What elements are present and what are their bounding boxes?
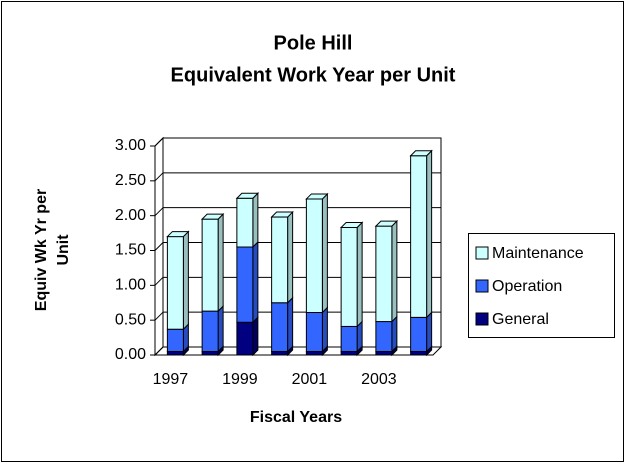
bar-segment [201, 218, 219, 312]
legend-swatch [475, 279, 489, 293]
bar-segment [166, 328, 184, 353]
floor [153, 346, 443, 356]
legend-swatch [475, 312, 489, 326]
bar-segment [375, 225, 393, 323]
y-tick-label: 2.50 [115, 172, 146, 189]
bar-segment [166, 351, 184, 356]
bar-side [252, 316, 259, 357]
chart-subtitle: Equivalent Work Year per Unit [171, 64, 456, 86]
chart-title: Pole Hill [274, 32, 353, 54]
bar-side [356, 221, 363, 328]
legend [468, 233, 615, 338]
bar-top [339, 222, 364, 229]
y-axis-title: Equiv Wk Yr per Unit [33, 189, 72, 311]
bar-segment [305, 351, 323, 356]
bar-segment [375, 351, 393, 356]
bar-side [391, 315, 398, 353]
bar-side [391, 219, 398, 323]
y-axis-title-line: Equiv Wk Yr per [33, 189, 50, 311]
bar-segment [410, 155, 428, 318]
x-tick-label: 1997 [153, 371, 189, 388]
bar-side [252, 240, 259, 324]
bar-side [217, 212, 224, 313]
bar-top [270, 211, 294, 218]
y-tick-label: 0.00 [115, 346, 146, 363]
y-tick-label: 3.00 [115, 137, 146, 154]
y-tick-label: 1.00 [115, 277, 146, 294]
bar-segment [271, 302, 289, 353]
grid-line [154, 346, 164, 356]
bar-top [409, 150, 433, 157]
bar-segment [340, 227, 358, 327]
legend-label: Maintenance [492, 245, 584, 262]
bar-side [287, 210, 294, 304]
bar-top [166, 231, 190, 238]
grid-line [154, 172, 164, 182]
y-tick-label: 0.50 [115, 311, 146, 328]
y-axis-title-line: Unit [55, 234, 72, 266]
x-tick-label: 2001 [292, 371, 328, 388]
grid-line [154, 276, 164, 286]
bar-segment [271, 216, 289, 304]
y-tick-label: 1.50 [115, 242, 146, 259]
bar-side [217, 304, 224, 353]
x-axis-title: Fiscal Years [250, 409, 342, 426]
bar-top [305, 193, 329, 200]
bar-side [287, 296, 294, 353]
bar-side [426, 311, 433, 353]
bar-segment [340, 351, 358, 356]
bar-segment [236, 197, 254, 248]
bar-segment [236, 246, 254, 323]
bar-top [200, 213, 225, 220]
bar-segment [271, 351, 289, 356]
bar-segment [201, 310, 219, 353]
x-tick-label: 2003 [361, 371, 397, 388]
grid-line [154, 311, 164, 321]
grid-line [154, 207, 164, 217]
legend-label: General [492, 311, 549, 328]
grid-line [154, 242, 164, 251]
legend-label: Operation [492, 278, 562, 295]
bar-segment [410, 316, 428, 353]
bar-segment [166, 236, 184, 330]
bar-segment [375, 321, 393, 353]
x-tick-label: 1999 [222, 371, 258, 388]
bar-top [235, 192, 260, 199]
bar-segment [305, 198, 323, 314]
bar-segment [236, 321, 254, 356]
bar-side [321, 192, 328, 314]
legend-swatch [475, 246, 489, 260]
bar-side [252, 192, 259, 249]
bar-segment [201, 351, 219, 356]
grid-line [154, 137, 164, 147]
bar-segment [340, 325, 358, 353]
bar-segment [305, 312, 323, 353]
bar-top [374, 220, 399, 227]
bar-side [426, 149, 433, 319]
bar-side [182, 230, 189, 331]
y-tick-label: 2.00 [115, 207, 146, 224]
bar-side [321, 306, 328, 353]
bar-segment [410, 351, 428, 356]
